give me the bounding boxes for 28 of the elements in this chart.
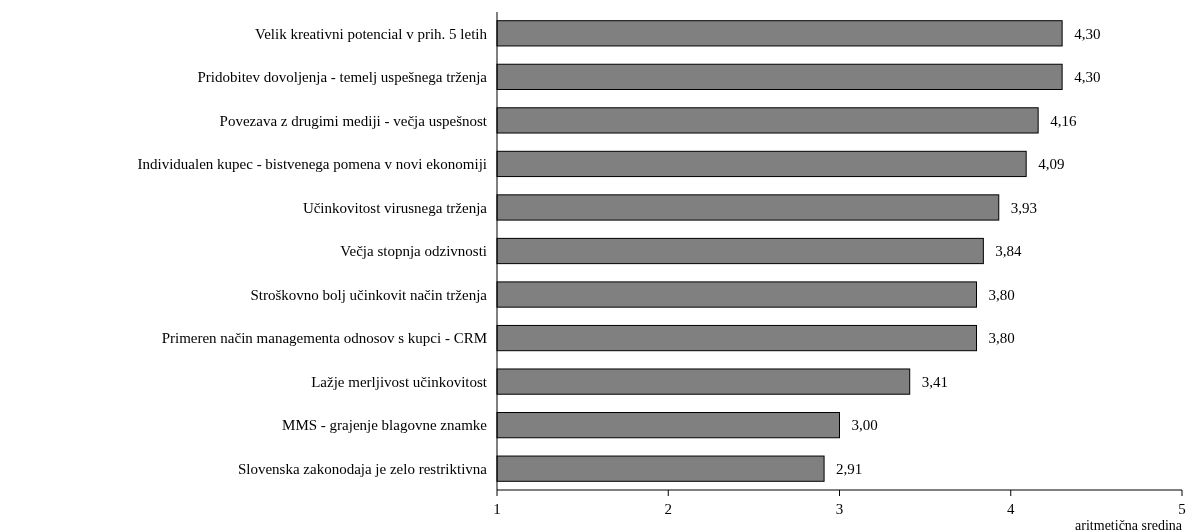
x-tick-label: 4 — [1007, 501, 1015, 517]
data-label: 3,93 — [1010, 199, 1038, 216]
x-tick-label: 2 — [664, 501, 672, 517]
y-tick-label: MMS - grajenje blagovne znamke — [282, 417, 488, 434]
data-label: 2,91 — [836, 460, 863, 477]
y-tick-label: Učinkovitost virusnega trženja — [302, 199, 488, 216]
data-label: 3,80 — [988, 330, 1015, 347]
y-tick-label: Povezava z drugimi mediji - večja uspešnost — [219, 112, 488, 129]
y-tick-label: Primeren način managementa odnosov s kupci - CRM — [161, 330, 487, 347]
y-tick-label: Slovenska zakonodaja je zelo restriktivna — [237, 460, 488, 477]
data-label: 3,80 — [988, 286, 1015, 303]
y-tick-label: Večja stopnja odzivnosti — [340, 243, 487, 260]
x-tick-label: 5 — [1178, 501, 1186, 517]
y-tick-label: Stroškovno bolj učinkovit način trženja — [250, 286, 488, 303]
data-label: 3,41 — [921, 373, 948, 390]
data-label: 3,84 — [995, 243, 1023, 260]
data-label: 4,30 — [1074, 69, 1101, 86]
y-tick-label: Velik kreativni potencial v prih. 5 letih — [254, 25, 488, 42]
x-axis-title: aritmetična sredina — [1075, 518, 1183, 532]
data-label: 3,00 — [851, 417, 878, 434]
data-label: 4,30 — [1074, 25, 1101, 42]
y-tick-label: Pridobitev dovoljenja - temelj uspešnega trženja — [197, 69, 488, 86]
x-tick-label: 1 — [493, 501, 501, 517]
x-tick-label: 3 — [835, 501, 844, 517]
y-tick-label: Lažje merljivost učinkovitost — [311, 373, 488, 390]
data-label: 4,16 — [1050, 112, 1077, 129]
data-label: 4,09 — [1038, 156, 1065, 173]
y-tick-label: Individualen kupec - bistvenega pomena v novi ekonomiji — [137, 156, 487, 173]
